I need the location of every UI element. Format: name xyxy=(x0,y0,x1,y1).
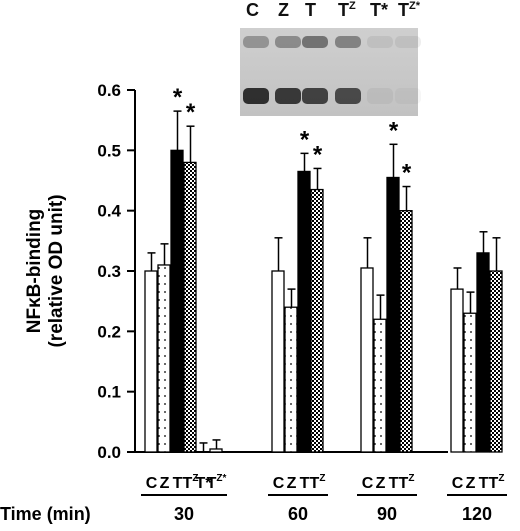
x-category-label: T xyxy=(300,475,310,492)
y-tick-label: 0.2 xyxy=(97,322,121,341)
bar xyxy=(183,161,197,453)
y-tick-label: 0.3 xyxy=(97,262,121,281)
bar xyxy=(476,252,490,453)
plot-area: 0.00.10.20.30.40.50.6C Z*T*TZT*TZ*30C Z*T*… xyxy=(97,81,507,524)
bar xyxy=(360,267,374,453)
y-tick-label: 0.6 xyxy=(97,81,121,100)
y-axis-title-line-2: (relative OD unit) xyxy=(46,194,67,347)
x-category-label: Z xyxy=(287,475,297,492)
significance-asterisk: * xyxy=(300,126,310,153)
time-label: 30 xyxy=(174,504,194,524)
bar xyxy=(373,318,387,453)
x-axis-title: Time (min) xyxy=(0,504,91,524)
significance-asterisk: * xyxy=(402,160,412,187)
bar xyxy=(386,176,400,453)
significance-asterisk: * xyxy=(173,84,183,111)
x-category-label: C xyxy=(452,475,464,492)
significance-asterisk: * xyxy=(313,141,323,168)
x-category-label: C xyxy=(362,475,374,492)
blot-lane-label: T xyxy=(305,0,316,20)
blot-band-lower xyxy=(395,88,421,104)
bar xyxy=(489,270,503,453)
x-category-label: T xyxy=(173,475,183,492)
blot-band-upper xyxy=(302,36,328,48)
blot-band-upper xyxy=(335,36,361,48)
x-category-label: TZ xyxy=(489,473,505,492)
x-category-label: T xyxy=(389,475,399,492)
time-label: 90 xyxy=(377,504,397,524)
x-category-label: T xyxy=(479,475,489,492)
blot-band-lower xyxy=(302,88,328,104)
blot-band-upper xyxy=(275,36,301,48)
blot-lane-label: Z xyxy=(278,0,289,20)
blot-lane-label: TZ xyxy=(338,0,356,20)
x-category-label: C xyxy=(146,475,158,492)
western-blot-image xyxy=(240,28,421,116)
blot-lane-label: T* xyxy=(370,0,388,20)
x-category-label: Z xyxy=(160,475,170,492)
blot-band-upper xyxy=(243,36,269,48)
bar xyxy=(310,188,324,453)
x-category-label: Z xyxy=(376,475,386,492)
blot-band-upper xyxy=(367,36,393,48)
significance-asterisk: * xyxy=(389,117,399,144)
x-category-label: C xyxy=(273,475,285,492)
bar xyxy=(144,270,158,453)
blot-band-lower xyxy=(335,88,361,104)
y-tick-label: 0.1 xyxy=(97,383,121,402)
bar xyxy=(450,288,464,453)
bar xyxy=(463,312,477,453)
x-category-label: TZ xyxy=(310,473,326,492)
bar xyxy=(157,264,171,453)
blot-band-lower xyxy=(243,88,269,104)
x-category-label: T* xyxy=(196,475,213,492)
bar xyxy=(271,270,285,453)
y-axis-title: NFκB-binding (relative OD unit) xyxy=(24,194,67,347)
bar xyxy=(284,306,298,453)
x-category-label: Z xyxy=(466,475,476,492)
x-category-label: TZ* xyxy=(207,473,227,492)
y-tick-label: 0.4 xyxy=(97,202,121,221)
blot-band-lower xyxy=(367,88,393,104)
bar xyxy=(209,448,223,453)
x-category-label: TZ xyxy=(399,473,415,492)
bar xyxy=(297,170,311,453)
time-label: 60 xyxy=(288,504,308,524)
bar xyxy=(399,210,413,453)
blot-band-lower xyxy=(275,88,301,104)
bar xyxy=(170,149,184,453)
y-axis-title-line-1: NFκB-binding xyxy=(24,209,45,334)
y-tick-label: 0.0 xyxy=(97,443,121,462)
x-category-label: TZ xyxy=(183,473,199,492)
time-label: 120 xyxy=(462,504,492,524)
significance-asterisk: * xyxy=(186,99,196,126)
blot-lane-label: TZ* xyxy=(398,0,420,20)
y-tick-label: 0.5 xyxy=(97,141,121,160)
blot-lane-label: C xyxy=(246,0,259,20)
blot-band-upper xyxy=(395,36,421,48)
